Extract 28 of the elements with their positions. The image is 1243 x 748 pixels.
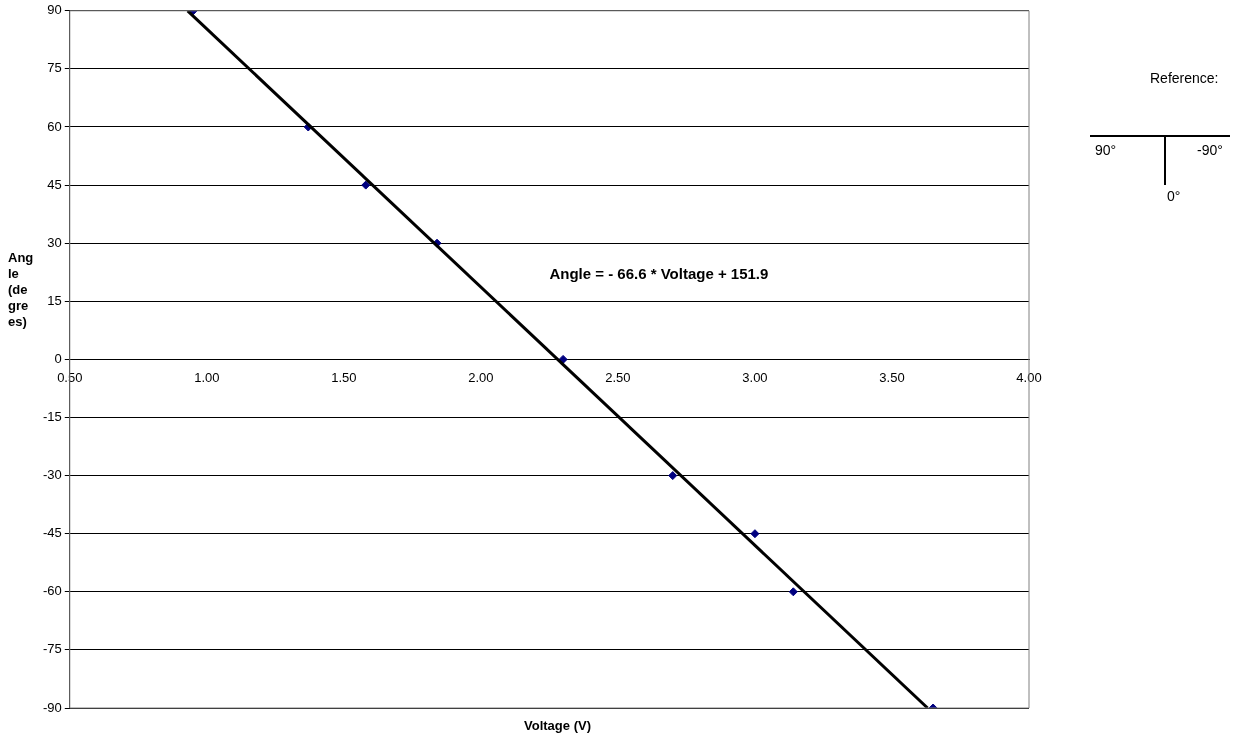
x-tick-label: 3.00 [742,369,768,385]
x-axis-title: Voltage (V) [523,718,592,733]
x-tick-label: 1.00 [194,369,220,385]
y-tick-label: 45 [47,176,62,192]
x-tick-label: 4.00 [1016,369,1042,385]
y-tick-label: 60 [47,118,62,134]
point [668,471,678,481]
y-tick-label: 0 [54,350,62,366]
y-tick-label: -75 [42,641,62,657]
y-tick-label: 15 [47,292,62,308]
y-tick-label: 75 [47,60,62,76]
reference-diagram: Reference: 90° -90° 0° [1085,70,1235,200]
x-tick-label: 2.50 [605,369,631,385]
y-tick-label: -90 [42,699,62,715]
y-tick-label: 30 [47,234,62,250]
y-tick-label: 90 [47,2,62,18]
point [361,180,371,190]
y-tick-label: -45 [42,525,62,541]
x-tick-label: 2.00 [468,369,494,385]
point [750,529,760,539]
y-axis-title: Angle (degrees) [8,250,34,330]
y-tick-label: -60 [42,583,62,599]
x-tick-label: 3.50 [879,369,905,385]
annotation: Angle = - 66.6 * Voltage + 151.9 [549,265,769,283]
y-tick-label: -15 [42,409,62,425]
point [788,587,798,597]
x-tick-label: 1.50 [331,369,357,385]
y-tick-label: -30 [42,467,62,483]
